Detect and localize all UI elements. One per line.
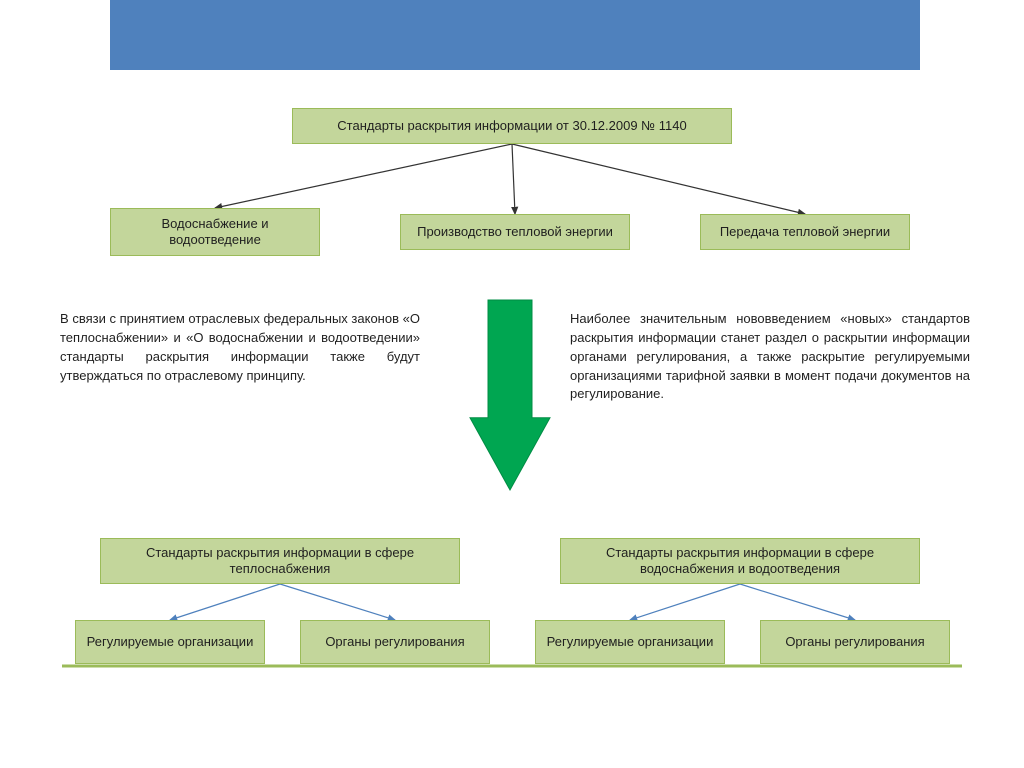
node-s1a: Регулируемые организации xyxy=(75,620,265,664)
paragraph-right: Наиболее значительным нововведением «нов… xyxy=(570,310,970,404)
node-s2: Стандарты раскрытия информации в сфере в… xyxy=(560,538,920,584)
node-c3: Передача тепловой энергии xyxy=(700,214,910,250)
node-c2: Производство тепловой энергии xyxy=(400,214,630,250)
edge-s1-s1b xyxy=(280,584,395,620)
node-root: Стандарты раскрытия информации от 30.12.… xyxy=(292,108,732,144)
big-down-arrow xyxy=(470,300,550,490)
header-banner xyxy=(110,0,920,70)
edge-root-c1 xyxy=(215,144,512,208)
edge-root-c2 xyxy=(512,144,515,214)
node-s2a: Регулируемые организации xyxy=(535,620,725,664)
node-c1: Водоснабжение и водоотведение xyxy=(110,208,320,256)
paragraph-left: В связи с принятием отраслевых федеральн… xyxy=(60,310,420,385)
edge-s2-s2a xyxy=(630,584,740,620)
edge-root-c3 xyxy=(512,144,805,214)
edge-s1-s1a xyxy=(170,584,280,620)
node-s1: Стандарты раскрытия информации в сфере т… xyxy=(100,538,460,584)
edge-s2-s2b xyxy=(740,584,855,620)
node-s2b: Органы регулирования xyxy=(760,620,950,664)
node-s1b: Органы регулирования xyxy=(300,620,490,664)
